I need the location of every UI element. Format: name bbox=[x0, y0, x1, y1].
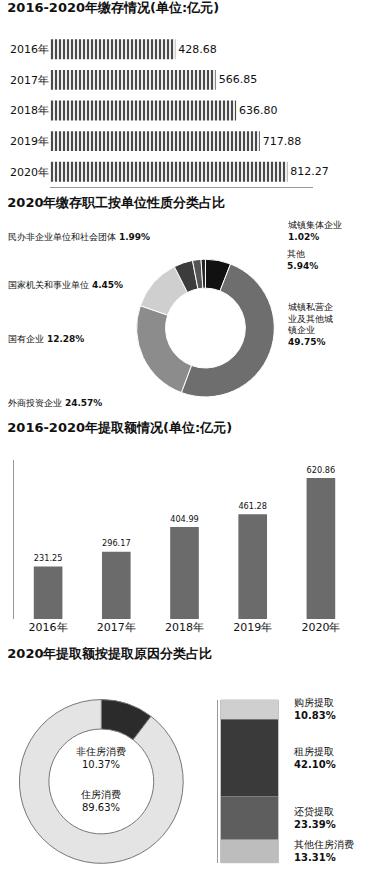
svg-text:其他5.94%: 其他5.94% bbox=[287, 249, 318, 271]
svg-text:2017年: 2017年 bbox=[10, 74, 49, 87]
svg-text:812.27: 812.27 bbox=[290, 165, 329, 178]
svg-text:租房提取42.10%: 租房提取42.10% bbox=[294, 746, 336, 770]
svg-text:住房消费89.63%: 住房消费89.63% bbox=[81, 789, 121, 813]
svg-text:国有企业 12.28%: 国有企业 12.28% bbox=[8, 334, 84, 344]
svg-text:2016年: 2016年 bbox=[29, 621, 68, 634]
svg-text:2018年: 2018年 bbox=[10, 104, 49, 117]
svg-text:636.80: 636.80 bbox=[239, 104, 278, 117]
svg-text:2020年缴存职工按单位性质分类占比: 2020年缴存职工按单位性质分类占比 bbox=[7, 195, 225, 210]
svg-text:2020年: 2020年 bbox=[10, 166, 49, 179]
svg-text:620.86: 620.86 bbox=[307, 465, 336, 475]
svg-text:2016-2020年提取额情况(单位:亿元): 2016-2020年提取额情况(单位:亿元) bbox=[7, 420, 232, 435]
svg-text:2020年: 2020年 bbox=[301, 621, 340, 634]
svg-text:城镇集体企业1.02%: 城镇集体企业1.02% bbox=[287, 220, 342, 242]
svg-text:非住房消费10.37%: 非住房消费10.37% bbox=[76, 746, 126, 770]
svg-text:其他住房消费13.31%: 其他住房消费13.31% bbox=[294, 839, 354, 863]
svg-text:566.85: 566.85 bbox=[219, 73, 258, 86]
svg-text:2019年: 2019年 bbox=[233, 621, 272, 634]
svg-text:民办非企业单位和社会团体 1.99%: 民办非企业单位和社会团体 1.99% bbox=[8, 232, 150, 242]
svg-text:296.17: 296.17 bbox=[102, 538, 131, 548]
svg-text:还贷提取23.39%: 还贷提取23.39% bbox=[294, 806, 336, 830]
svg-text:2020年提取额按提取原因分类占比: 2020年提取额按提取原因分类占比 bbox=[7, 646, 212, 661]
svg-text:2018年: 2018年 bbox=[165, 621, 204, 634]
svg-text:国家机关和事业单位 4.45%: 国家机关和事业单位 4.45% bbox=[8, 280, 123, 290]
svg-text:2016年: 2016年 bbox=[10, 43, 49, 56]
svg-text:2017年: 2017年 bbox=[97, 621, 136, 634]
svg-text:461.28: 461.28 bbox=[238, 501, 267, 511]
svg-text:外商投资企业 24.57%: 外商投资企业 24.57% bbox=[8, 398, 102, 408]
svg-text:231.25: 231.25 bbox=[34, 553, 63, 563]
svg-text:购房提取10.83%: 购房提取10.83% bbox=[294, 697, 336, 721]
svg-text:城镇私营企业及其他城镇企业49.75%: 城镇私营企业及其他城镇企业49.75% bbox=[287, 302, 333, 347]
svg-text:717.88: 717.88 bbox=[263, 135, 302, 148]
svg-text:2016-2020年缴存情况(单位:亿元): 2016-2020年缴存情况(单位:亿元) bbox=[7, 0, 219, 15]
svg-text:428.68: 428.68 bbox=[178, 43, 217, 56]
svg-text:2019年: 2019年 bbox=[10, 135, 49, 148]
svg-text:404.99: 404.99 bbox=[170, 514, 199, 524]
